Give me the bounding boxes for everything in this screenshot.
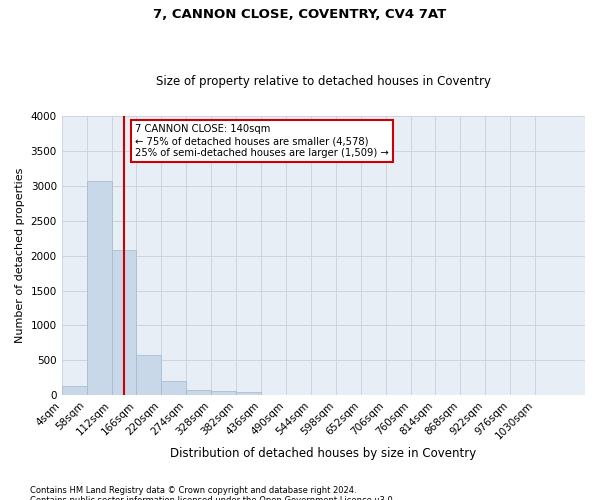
Bar	[236, 392, 261, 395]
Bar	[211, 392, 236, 395]
X-axis label: Distribution of detached houses by size in Coventry: Distribution of detached houses by size …	[170, 447, 476, 460]
Bar	[86, 181, 112, 395]
Bar	[112, 250, 136, 395]
Y-axis label: Number of detached properties: Number of detached properties	[15, 168, 25, 344]
Text: Contains public sector information licensed under the Open Government Licence v3: Contains public sector information licen…	[30, 496, 395, 500]
Text: Contains HM Land Registry data © Crown copyright and database right 2024.: Contains HM Land Registry data © Crown c…	[30, 486, 356, 495]
Text: 7, CANNON CLOSE, COVENTRY, CV4 7AT: 7, CANNON CLOSE, COVENTRY, CV4 7AT	[154, 8, 446, 20]
Bar	[161, 382, 186, 395]
Bar	[62, 386, 86, 395]
Title: Size of property relative to detached houses in Coventry: Size of property relative to detached ho…	[156, 76, 491, 88]
Bar	[136, 356, 161, 395]
Bar	[186, 390, 211, 395]
Text: 7 CANNON CLOSE: 140sqm
← 75% of detached houses are smaller (4,578)
25% of semi-: 7 CANNON CLOSE: 140sqm ← 75% of detached…	[135, 124, 389, 158]
